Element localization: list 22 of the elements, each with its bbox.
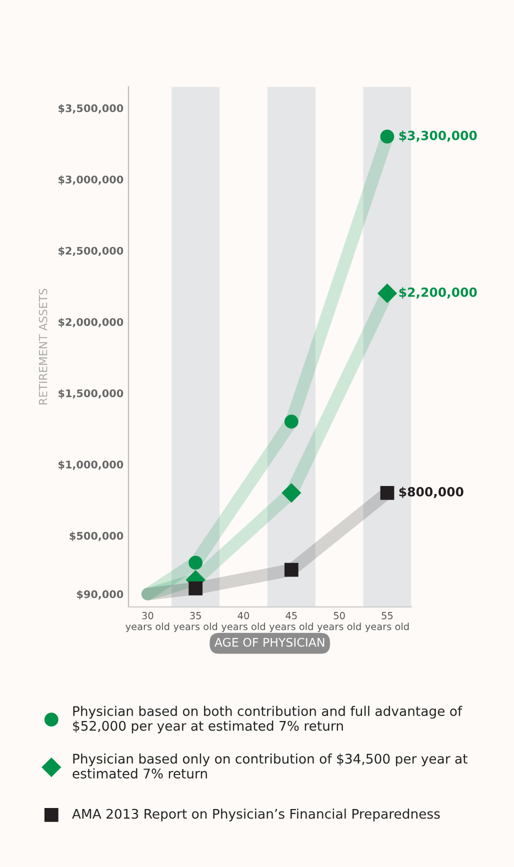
data-label: $3,300,000 <box>399 130 477 142</box>
x-tick-label: 45 years old <box>269 612 313 632</box>
x-tick-label: 30 years old <box>126 612 170 632</box>
x-tick-label: 40 years old <box>221 612 265 632</box>
data-label: $800,000 <box>399 486 464 498</box>
y-tick-label: $1,500,000 <box>58 389 124 399</box>
y-tick-label: $2,500,000 <box>58 246 124 256</box>
y-tick-label: $3,500,000 <box>58 104 124 114</box>
x-axis-title: AGE OF PHYSICIAN <box>214 638 324 647</box>
legend-label: Physician based on both contribution and full advantage of $52,000 per year at estimated 7% return <box>73 706 462 734</box>
legend-label: AMA 2013 Report on Physician’s Financial Preparedness <box>72 808 440 822</box>
y-tick-label: $500,000 <box>70 532 124 542</box>
data-label: $2,200,000 <box>399 287 477 299</box>
x-tick-label: 35 years old <box>174 612 218 632</box>
x-tick-label: 50 years old <box>317 612 361 632</box>
y-axis-title: RETIREMENT ASSETS <box>38 288 48 404</box>
y-tick-label: $3,000,000 <box>58 175 124 185</box>
y-tick-label: $2,000,000 <box>58 318 124 328</box>
x-tick-label: 55 years old <box>365 612 409 632</box>
y-tick-label: $1,000,000 <box>58 460 124 470</box>
y-tick-label: $90,000 <box>77 590 124 600</box>
legend-label: Physician based only on contribution of $34,500 per year at estimated 7% return <box>72 754 468 779</box>
